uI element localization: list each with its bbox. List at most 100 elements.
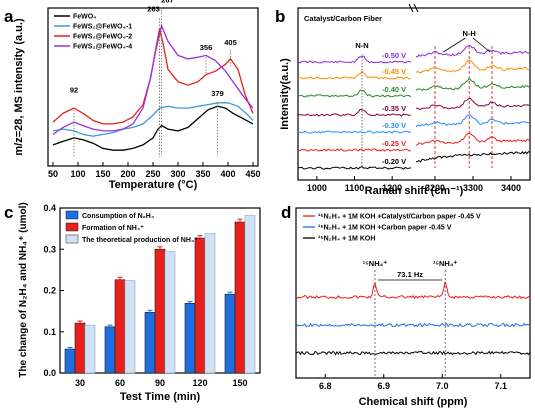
panel-c-bar	[234, 221, 246, 374]
panel-b-letter: b	[275, 7, 285, 26]
panel-b-spectrum-left	[297, 148, 412, 152]
panel-b-voltage-label: -0.50 V	[382, 51, 406, 60]
panel-d-spectrum	[295, 281, 531, 300]
panel-a-x-tick-label: 100	[70, 169, 85, 179]
panel-d-legend-label: ¹⁵N₂H₄ + 1M KOH +Catalyst/Carbon paper -…	[318, 214, 481, 221]
panel-b-x-tick-label: 1200	[382, 183, 402, 193]
panel-a-x-tick-label: 450	[245, 169, 260, 179]
panel-c: c 0.0 0.1 0.2 0.3 0.4 30 60 90 120 150 Consumptio…	[4, 202, 261, 403]
panel-c-y-tick-label: 0.1	[43, 327, 56, 337]
panel-c-y-tick-label: 0.3	[43, 244, 56, 254]
panel-c-bars	[64, 215, 256, 374]
panel-d-letter: d	[281, 203, 291, 222]
panel-c-legend-swatch	[65, 210, 79, 220]
panel-d-peak-label: ¹⁵NH₄⁺	[433, 259, 457, 268]
panel-d: d 6.8 6.9 7.0 7.1 ¹⁵N₂H₄ + 1M KOH +Catalyst/…	[281, 203, 531, 408]
panel-b-title: Catalyst/Carbon Fiber	[304, 14, 382, 23]
panel-d-spectrum	[295, 350, 531, 356]
panel-b-peak-label: N-N	[355, 41, 368, 50]
panel-b-spectrum-left	[297, 166, 412, 170]
panel-c-x-tick-label: 60	[115, 378, 125, 388]
panel-c-bar	[74, 322, 86, 374]
panel-a-series-line-3	[52, 28, 254, 125]
panel-c-legend-swatch	[65, 222, 79, 232]
panel-d-series: 6.8 6.9 7.0 7.1 ¹⁵N₂H₄ + 1M KOH +Catalyst/Ca…	[295, 214, 531, 391]
panel-a-x-tick-label: 250	[145, 169, 160, 179]
panel-a-legend-label: FeWS₂@FeWO₄-2	[73, 34, 132, 41]
panel-d-coupling-label: 73.1 Hz	[397, 270, 423, 279]
panel-b-spectrum-right	[415, 97, 531, 110]
panel-c-bar	[144, 312, 156, 374]
panel-d-legend-label: ¹⁵N₂H₄ + 1M KOH	[318, 236, 375, 243]
panel-c-x-tick-label: 120	[192, 378, 207, 388]
panel-a-ylabel: m/z=28, MS intensity (a.u.)	[13, 18, 25, 156]
panel-b-spectrum-left	[297, 108, 412, 117]
panel-c-legend: Consumption of N₂H₄ Formation of NH₄⁺ The …	[65, 210, 198, 244]
panel-c-bar	[194, 237, 206, 374]
panel-b: b 1000 1100 1200 3200 3300 3400 -0.50 V -0.45 V…	[275, 3, 531, 197]
panel-d-x-tick-label: 6.8	[319, 381, 332, 391]
panel-b-x-tick-label: 3400	[501, 183, 521, 193]
panel-c-bar	[114, 279, 126, 374]
panel-a-series-line-2	[52, 102, 254, 137]
panel-b-axis-break	[413, 3, 419, 13]
panel-c-bar	[124, 280, 136, 374]
panel-b-voltage-label: -0.35 V	[382, 104, 406, 113]
panel-b-x-tick-label: 1000	[307, 183, 327, 193]
panel-c-bar	[204, 233, 216, 374]
panel-a-annotation: 92	[70, 85, 78, 94]
panel-c-bar	[164, 251, 176, 374]
panel-c-x-tick-label: 90	[155, 378, 165, 388]
panel-b-series: 1000 1100 1200 3200 3300 3400 -0.50 V -0.45 V -0…	[297, 3, 531, 193]
panel-b-peak-arrow	[472, 37, 491, 53]
panel-a-xlabel: Temperature (°C)	[109, 179, 198, 191]
panel-b-spectrum-right	[415, 114, 531, 128]
panel-c-bar	[154, 248, 166, 374]
panel-b-voltage-label: -0.40 V	[382, 85, 406, 94]
panel-a-x-tick-label: 300	[170, 169, 185, 179]
panel-d-x-tick-label: 6.9	[377, 381, 390, 391]
panel-b-spectrum-left	[297, 70, 412, 80]
panel-d-x-tick-label: 7.1	[494, 381, 507, 391]
panel-a-annotation: 379	[211, 89, 224, 98]
panel-c-bar	[184, 302, 196, 374]
panel-a-x-tick-label: 150	[95, 169, 110, 179]
panel-b-voltage-label: -0.30 V	[382, 121, 406, 130]
panel-a-x-tick-label: 350	[195, 169, 210, 179]
panel-a-series-line-4	[52, 23, 254, 135]
panel-c-legend-swatch	[65, 234, 79, 244]
panel-d-legend-label: ¹⁵N₂H₄ + 1M KOH +Carbon paper -0.45 V	[318, 225, 452, 232]
panel-d-spectrum	[295, 322, 531, 328]
panel-c-xlabel: Test Time (min)	[120, 391, 201, 403]
panel-b-spectrum-right	[415, 59, 531, 74]
panel-c-ylabel: The change of N₂H₄ and NH₄⁺ (umol)	[18, 202, 29, 377]
panel-b-peak-arrow	[443, 37, 466, 53]
panel-b-xlabel: Raman shift (cm⁻¹)	[365, 185, 464, 197]
panel-a-legend-label: FeWS₂@FeWO₄-4	[73, 44, 132, 51]
panel-c-legend-label: Consumption of N₂H₄	[82, 213, 154, 220]
panel-c-bar	[104, 326, 116, 374]
panel-c-bar	[84, 324, 96, 374]
panel-a-annotation: 405	[224, 38, 237, 47]
panel-a-series	[52, 23, 254, 151]
panel-b-ylabel: Intensity(a.u.)	[279, 58, 291, 130]
panel-b-x-tick-label: 3300	[463, 183, 483, 193]
panel-c-bar	[224, 293, 236, 374]
panel-c-bar	[64, 348, 76, 374]
panel-a-x-tick-label: 50	[48, 169, 58, 179]
panel-c-ticks: 0.0 0.1 0.2 0.3 0.4 30 60 90 120 150	[43, 203, 247, 388]
panel-b-peak-label: N-H	[463, 29, 476, 38]
panel-c-x-tick-label: 150	[232, 378, 247, 388]
panel-b-voltage-label: -0.45 V	[382, 67, 406, 76]
panel-a-legend-label: FeWO₄	[73, 14, 97, 21]
panel-d-peak-label: ¹⁵NH₄⁺	[363, 259, 387, 268]
panel-c-legend-label: Formation of NH₄⁺	[82, 225, 144, 232]
panel-b-spectrum-left	[297, 130, 412, 134]
panel-b-spectrum-right	[415, 44, 531, 58]
panel-b-axis-break	[408, 3, 414, 13]
panel-b-spectrum-right	[415, 132, 531, 146]
panel-b-voltage-label: -0.20 V	[382, 157, 406, 166]
panel-c-y-tick-label: 0.2	[43, 286, 56, 296]
